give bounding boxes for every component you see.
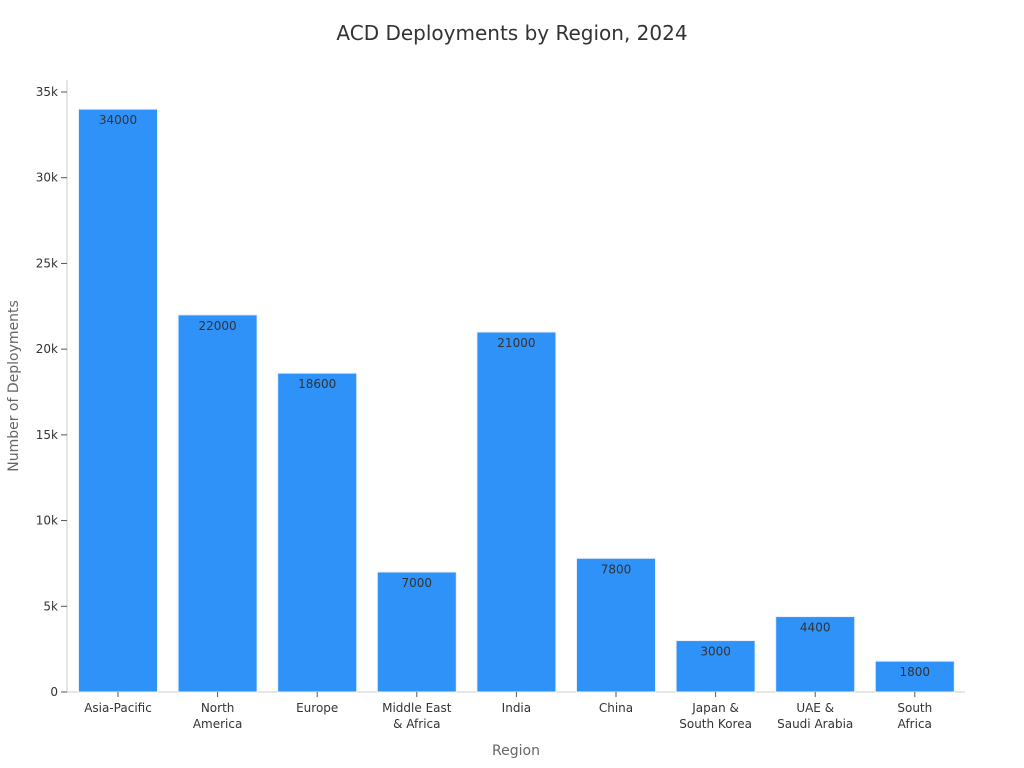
bar [675, 640, 756, 693]
y-tick-label: 25k [36, 256, 58, 270]
bar-value-label: 4400 [800, 621, 831, 635]
bar [78, 108, 158, 693]
y-tick-label: 10k [36, 514, 58, 528]
bar [376, 571, 457, 693]
x-tick-label: China [599, 701, 633, 715]
bar [775, 616, 856, 693]
bar-value-label: 34000 [99, 113, 137, 127]
x-tick-label: North America [193, 701, 243, 731]
x-tick-label: Asia-Pacific [84, 701, 152, 715]
bar [576, 557, 656, 693]
y-axis-ticks: 0 5k 10k 15k 20k 25k 30k 35k [36, 85, 67, 699]
y-tick-label: 15k [36, 428, 58, 442]
x-tick-label: South Africa [897, 701, 932, 731]
chart-title: ACD Deployments by Region, 2024 [336, 21, 687, 45]
x-tick-label: Japan & South Korea [679, 701, 752, 731]
y-tick-label: 30k [36, 171, 58, 185]
bar-value-label: 18600 [298, 377, 336, 391]
bar [476, 331, 557, 693]
y-tick-label: 35k [36, 85, 58, 99]
bar-value-label: 7800 [601, 562, 632, 576]
y-axis-label: Number of Deployments [6, 300, 22, 472]
x-tick-label: UAE & Saudi Arabia [777, 701, 853, 731]
bar-value-label: 1800 [900, 665, 931, 679]
y-tick-label: 20k [36, 342, 58, 356]
bar-value-label: 3000 [700, 645, 731, 659]
bar [277, 372, 358, 693]
x-tick-label: Europe [296, 701, 338, 715]
bars-group: 34000 22000 18600 7000 21000 7800 3000 4400 1800 [78, 108, 955, 693]
x-tick-label: Middle East & Africa [382, 701, 452, 731]
bar-value-label: 21000 [497, 336, 535, 350]
y-tick-label: 0 [50, 685, 58, 699]
bar [177, 314, 258, 693]
bar-value-label: 7000 [402, 576, 433, 590]
x-tick-label: India [502, 701, 531, 715]
x-axis-label: Region [492, 743, 540, 759]
y-tick-label: 5k [43, 599, 58, 613]
bar-value-label: 22000 [199, 319, 237, 333]
x-axis-ticks: Asia-Pacific North America Europe Middle Eas… [84, 692, 932, 731]
